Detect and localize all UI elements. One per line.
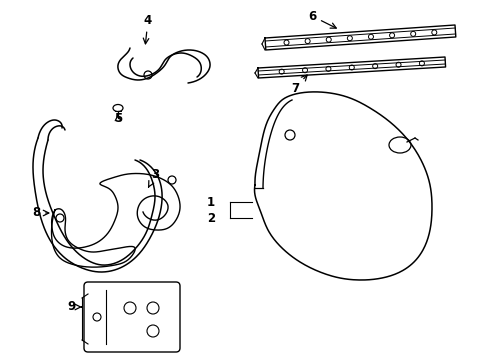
Text: 2: 2	[206, 211, 215, 225]
Text: 9: 9	[68, 301, 81, 314]
FancyBboxPatch shape	[84, 282, 180, 352]
Text: 3: 3	[148, 168, 159, 187]
Text: 6: 6	[307, 9, 336, 28]
Text: 5: 5	[114, 112, 122, 125]
Text: 8: 8	[32, 207, 49, 220]
Text: 7: 7	[290, 75, 306, 94]
Text: 4: 4	[143, 13, 152, 44]
Text: 1: 1	[206, 195, 215, 208]
